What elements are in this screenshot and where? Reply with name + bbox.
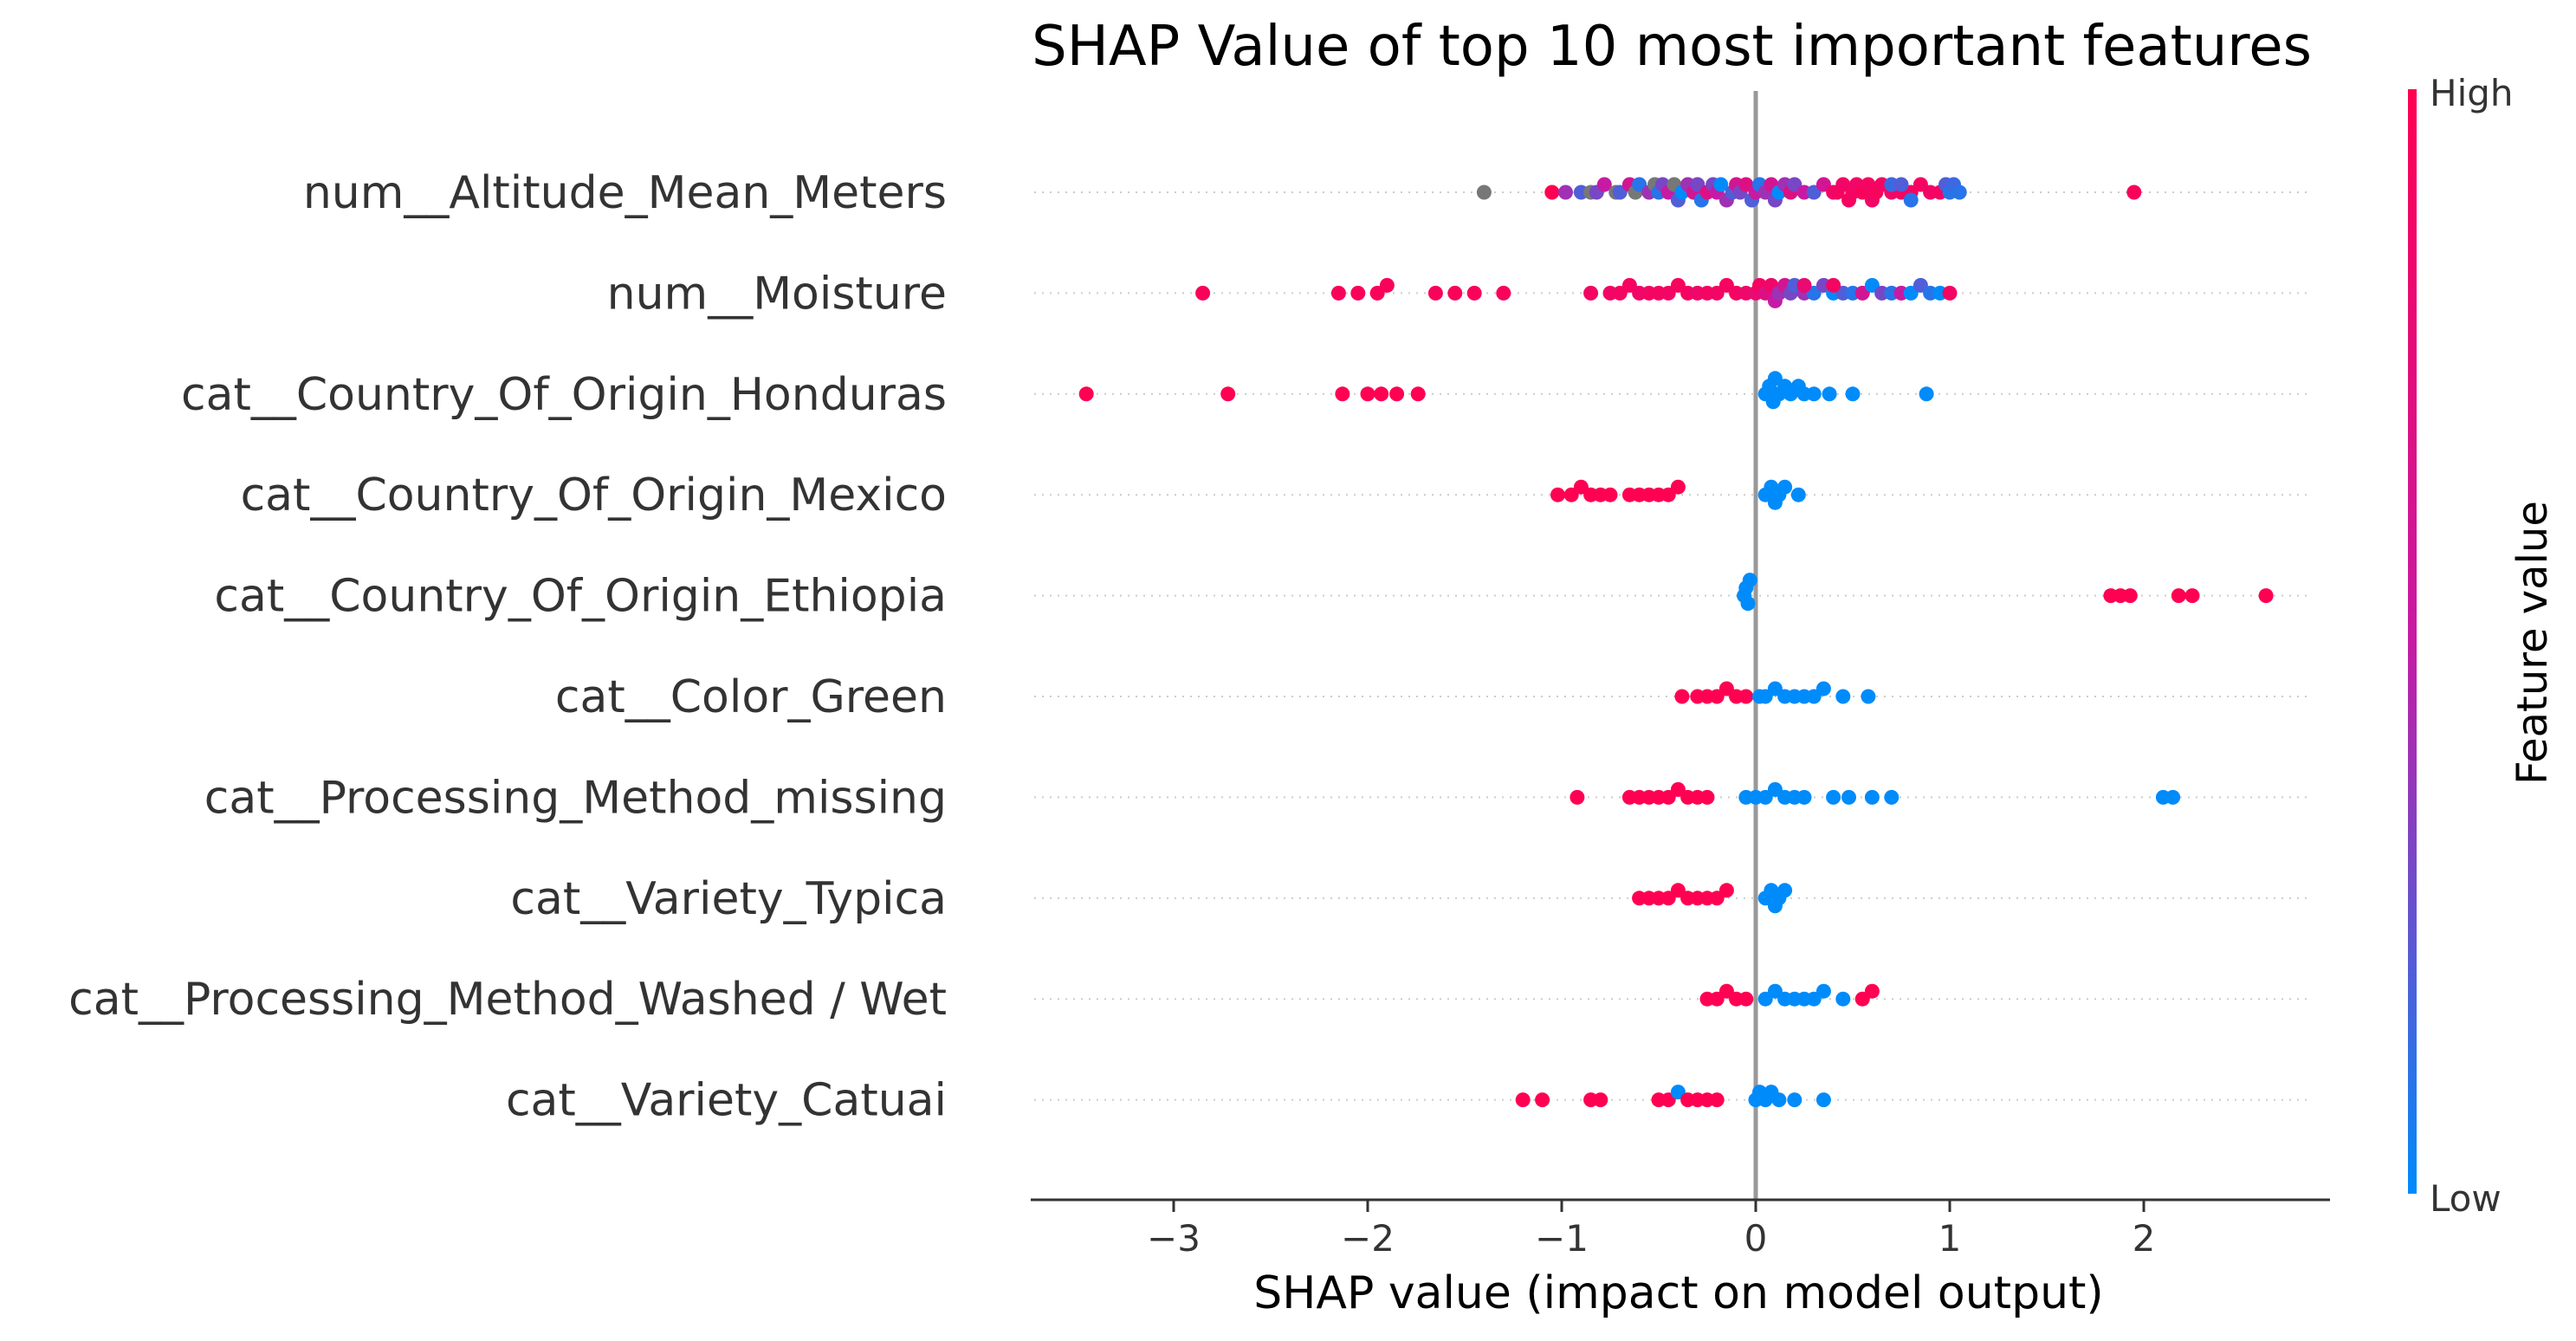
shap-point bbox=[1476, 185, 1492, 200]
shap-point bbox=[1583, 285, 1599, 301]
shap-point bbox=[1893, 177, 1909, 192]
x-tick-label: 1 bbox=[1938, 1217, 1962, 1260]
shap-point bbox=[1674, 689, 1690, 704]
shap-point bbox=[1709, 1092, 1725, 1108]
feature-label: cat__Processing_Method_missing bbox=[204, 772, 947, 824]
feature-label: cat__Country_Of_Origin_Ethiopia bbox=[214, 571, 947, 623]
shap-point bbox=[1466, 285, 1482, 301]
feature-label: cat__Country_Of_Origin_Mexico bbox=[241, 470, 947, 522]
shap-point bbox=[1738, 689, 1754, 704]
shap-point bbox=[2165, 789, 2181, 805]
shap-point bbox=[1771, 1092, 1787, 1108]
shap-point bbox=[1602, 487, 1618, 502]
x-tick-label: 0 bbox=[1744, 1217, 1768, 1260]
shap-point bbox=[1570, 789, 1585, 805]
shap-point bbox=[1670, 479, 1686, 495]
shap-point bbox=[1815, 983, 1831, 999]
shap-point bbox=[1558, 185, 1573, 200]
shap-point bbox=[1845, 386, 1861, 402]
shap-point bbox=[1330, 285, 1346, 301]
colorbar bbox=[2408, 89, 2417, 1194]
shap-point bbox=[1195, 285, 1211, 301]
shap-point bbox=[1796, 789, 1812, 805]
shap-point bbox=[1427, 285, 1443, 301]
shap-point bbox=[1822, 386, 1837, 402]
shap-point bbox=[1787, 1092, 1803, 1108]
shap-point bbox=[1835, 991, 1851, 1007]
shap-point bbox=[1535, 1092, 1550, 1108]
feature-label: cat__Country_Of_Origin_Honduras bbox=[181, 369, 947, 421]
shap-point bbox=[1078, 386, 1094, 402]
shap-point bbox=[1864, 789, 1880, 805]
shap-point bbox=[1496, 285, 1511, 301]
shap-point bbox=[1777, 883, 1793, 898]
shap-point bbox=[1389, 386, 1405, 402]
shap-point bbox=[1220, 386, 1236, 402]
shap-point bbox=[1713, 177, 1729, 192]
shap-point bbox=[1699, 789, 1715, 805]
shap-point bbox=[1718, 883, 1734, 898]
shap-point bbox=[2258, 588, 2274, 604]
x-tick-label: −3 bbox=[1147, 1217, 1201, 1260]
shap-point bbox=[2122, 588, 2138, 604]
shap-point bbox=[1515, 1092, 1531, 1108]
shap-point bbox=[1447, 285, 1463, 301]
shap-point bbox=[2171, 588, 2186, 604]
shap-point bbox=[1864, 983, 1880, 999]
x-tick-label: −2 bbox=[1341, 1217, 1395, 1260]
chart-title: SHAP Value of top 10 most important feat… bbox=[1032, 15, 2312, 79]
shap-point bbox=[1903, 192, 1919, 208]
shap-point bbox=[1777, 479, 1793, 495]
shap-point bbox=[1835, 689, 1851, 704]
shap-point bbox=[1806, 386, 1822, 402]
x-tick-label: 2 bbox=[2133, 1217, 2156, 1260]
shap-point bbox=[1942, 285, 1958, 301]
shap-point bbox=[1815, 681, 1831, 696]
shap-point bbox=[1350, 285, 1366, 301]
colorbar-high-label: High bbox=[2430, 72, 2514, 114]
shap-point bbox=[1826, 277, 1841, 293]
shap-point bbox=[1815, 1092, 1831, 1108]
shap-point bbox=[1374, 386, 1389, 402]
x-tick-label: −1 bbox=[1535, 1217, 1589, 1260]
shap-point bbox=[1742, 573, 1757, 588]
shap-point bbox=[1951, 185, 1967, 200]
colorbar-low-label: Low bbox=[2430, 1177, 2502, 1220]
shap-point bbox=[1544, 185, 1560, 200]
shap-point bbox=[1335, 386, 1350, 402]
feature-label: cat__Color_Green bbox=[555, 671, 947, 723]
x-axis-label: SHAP value (impact on model output) bbox=[1253, 1267, 2103, 1319]
shap-point bbox=[1410, 386, 1426, 402]
shap-point bbox=[1919, 386, 1934, 402]
feature-label: cat__Variety_Catuai bbox=[506, 1075, 947, 1127]
shap-point bbox=[1550, 487, 1565, 502]
shap-point bbox=[1379, 277, 1395, 293]
shap-point bbox=[1738, 991, 1754, 1007]
shap-point bbox=[1596, 177, 1612, 192]
shap-point bbox=[1593, 1092, 1608, 1108]
feature-label: num__Altitude_Mean_Meters bbox=[303, 167, 947, 219]
shap-point bbox=[1861, 689, 1876, 704]
shap-point bbox=[1884, 789, 1900, 805]
shap-point bbox=[1360, 386, 1375, 402]
feature-label: num__Moisture bbox=[607, 268, 947, 320]
colorbar-title: Feature value bbox=[2508, 501, 2557, 785]
feature-label: cat__Processing_Method_Washed / Wet bbox=[68, 974, 947, 1026]
shap-point bbox=[1796, 277, 1812, 293]
feature-label: cat__Variety_Typica bbox=[510, 873, 947, 925]
shap-point bbox=[1740, 596, 1756, 612]
shap-point bbox=[2126, 185, 2142, 200]
shap-point bbox=[1790, 487, 1806, 502]
row-guide-lines bbox=[1034, 191, 2313, 1101]
x-axis-ticks: −3 −2 −1 0 1 2 bbox=[1147, 1200, 2155, 1260]
shap-point bbox=[1826, 789, 1841, 805]
feature-labels: num__Altitude_Mean_Meters num__Moistureca… bbox=[68, 167, 947, 1127]
shap-point bbox=[1841, 789, 1856, 805]
data-points bbox=[1078, 177, 2274, 1108]
shap-point bbox=[2184, 588, 2200, 604]
